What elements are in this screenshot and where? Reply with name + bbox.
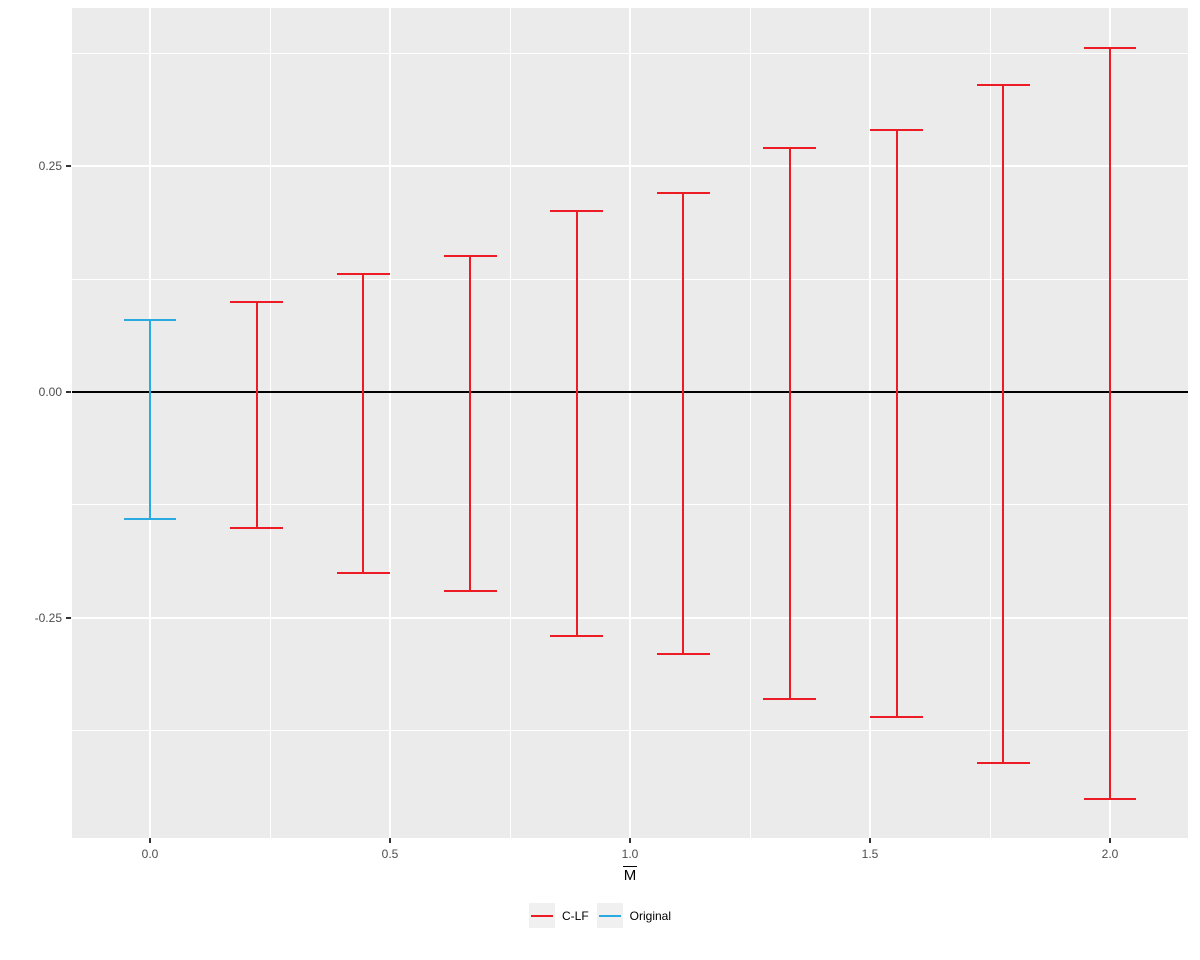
y-axis-tick-mark (66, 391, 71, 393)
errorbar-bottom-cap-c-lf (550, 635, 604, 638)
x-axis-tick-mark (1109, 838, 1111, 843)
legend-entry-original: Original (596, 903, 672, 928)
errorbar-bottom-cap-c-lf (336, 571, 390, 574)
errorbar-bottom-cap-c-lf (870, 716, 924, 719)
minor-gridline-vertical (509, 8, 511, 838)
errorbar-top-cap-c-lf (656, 192, 710, 195)
y-axis-tick-mark (66, 165, 71, 167)
x-axis-tick-mark (149, 838, 151, 843)
errorbar-bottom-cap-c-lf (977, 761, 1030, 764)
major-gridline-horizontal (72, 617, 1188, 619)
major-gridline-horizontal (72, 165, 1188, 167)
errorbar-stem-c-lf (1109, 48, 1111, 799)
errorbar-stem-original (149, 319, 151, 519)
x-axis-tick-label: 0.0 (141, 847, 159, 861)
errorbar-top-cap-c-lf (230, 300, 283, 303)
x-axis-tick-mark (389, 838, 391, 843)
errorbar-bottom-cap-c-lf (1083, 797, 1137, 800)
x-axis-tick-label: 1.0 (621, 847, 639, 861)
red-line-icon (530, 914, 553, 917)
errorbar-stem-c-lf (469, 256, 472, 591)
x-axis-tick-mark (629, 838, 631, 843)
errorbar-stem-c-lf (575, 211, 578, 637)
legend-key-original (596, 903, 623, 928)
x-axis-tick-label: 1.5 (861, 847, 879, 861)
errorbar-stem-c-lf (788, 147, 791, 700)
plot-panel (72, 8, 1188, 838)
minor-gridline-vertical (749, 8, 751, 838)
errorbar-bottom-cap-original (123, 517, 177, 520)
x-axis-tick-label: 2.0 (1101, 847, 1119, 861)
x-axis-title: M (72, 866, 1188, 885)
errorbar-top-cap-original (123, 318, 177, 321)
x-axis-title-text: M (622, 866, 638, 884)
errorbar-top-cap-c-lf (336, 273, 390, 276)
legend-label-original: Original (629, 908, 672, 923)
errorbar-stem-c-lf (1002, 84, 1005, 763)
errorbar-bottom-cap-c-lf (656, 653, 710, 656)
minor-gridline-vertical (989, 8, 991, 838)
errorbar-bottom-cap-c-lf (230, 526, 283, 529)
zero-reference-line (72, 390, 1188, 393)
errorbar-top-cap-c-lf (443, 255, 497, 258)
legend-key-clf (528, 903, 555, 928)
errorbar-top-cap-c-lf (1083, 47, 1137, 50)
errorbar-bottom-cap-c-lf (443, 589, 497, 592)
errorbar-top-cap-c-lf (977, 83, 1030, 86)
errorbar-top-cap-c-lf (763, 146, 817, 149)
legend-label-clf: C-LF (561, 908, 589, 923)
errorbar-top-cap-c-lf (870, 128, 924, 131)
legend-entry-clf: C-LF (528, 903, 589, 928)
major-gridline-vertical (869, 8, 871, 838)
y-axis-tick-mark (66, 617, 71, 619)
major-gridline-vertical (389, 8, 391, 838)
y-axis-tick-label: 0.25 (38, 159, 62, 173)
errorbar-stem-c-lf (682, 193, 685, 655)
errorbar-stem-c-lf (255, 301, 258, 528)
legend: C-LF Original (0, 903, 1200, 928)
major-gridline-vertical (629, 8, 631, 838)
errorbar-stem-c-lf (362, 274, 365, 573)
y-axis-tick-label: -0.25 (34, 610, 62, 625)
x-axis-tick-mark (869, 838, 871, 843)
errorbar-stem-c-lf (895, 129, 898, 718)
errorbar-top-cap-c-lf (550, 210, 604, 213)
blue-line-icon (598, 914, 621, 917)
errorbar-bottom-cap-c-lf (763, 698, 817, 701)
x-axis-tick-label: 0.5 (381, 847, 399, 861)
minor-gridline-vertical (269, 8, 271, 838)
y-axis-tick-label: 0.00 (38, 384, 62, 399)
